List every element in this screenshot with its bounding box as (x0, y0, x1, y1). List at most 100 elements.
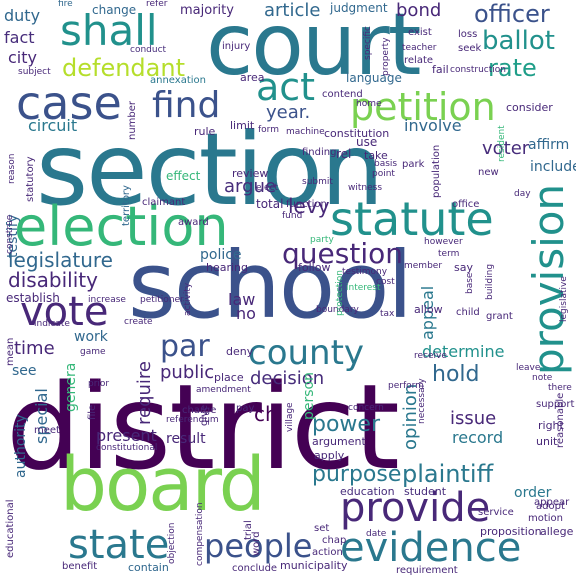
word-child: child (456, 307, 480, 318)
word-referendum: referendum (166, 415, 219, 425)
word-exist: exist (408, 27, 432, 38)
word-consider: consider (506, 101, 553, 114)
word-vote: vote (20, 289, 109, 335)
word-charge: charge (182, 405, 217, 416)
word-people: people (204, 527, 313, 565)
word-number: number (127, 100, 138, 140)
word-change: change (92, 3, 137, 17)
word-tax: tax (380, 309, 395, 319)
word-constitutional: constitutional (96, 443, 158, 453)
word-student: student (404, 485, 447, 498)
word-police: police (200, 247, 242, 263)
word-affirm: affirm (528, 137, 570, 153)
word-grant: grant (486, 311, 513, 322)
word-award: award (178, 217, 209, 228)
word-question: question (282, 237, 403, 270)
word-conclude: conclude (232, 563, 278, 574)
word-include: include (530, 159, 576, 175)
word-say: say (454, 261, 473, 274)
word-game: game (80, 347, 106, 357)
word-annexation: annexation (150, 75, 206, 86)
word-petition: petition (350, 85, 496, 129)
word-fund: fund (282, 211, 303, 221)
word-voter: voter (482, 138, 530, 159)
word-apply: apply (314, 449, 345, 462)
word-claimant: claimant (142, 197, 186, 208)
word-article: article (264, 0, 321, 21)
word-argument: argument (312, 435, 366, 448)
word-unit: unit (536, 435, 558, 448)
word-fire: fire (58, 0, 73, 9)
word-prior: prior (88, 379, 110, 389)
word-board: board (60, 442, 266, 528)
word-city: city (8, 48, 37, 67)
word-benefit: benefit (62, 561, 98, 572)
word-shall: shall (60, 6, 158, 55)
word-area: area (240, 71, 265, 84)
word-resident: resident (497, 125, 507, 162)
word-contend: contend (322, 89, 363, 100)
word-conduct: conduct (130, 45, 167, 55)
word-relate: relate (404, 55, 434, 66)
word-leave: leave (516, 363, 541, 373)
word-public: public (160, 362, 215, 383)
word-authority: authority (13, 414, 29, 478)
word-section: section (36, 111, 384, 228)
word-law: law (228, 290, 256, 309)
word-purpose: purpose (312, 462, 402, 487)
word-finding: finding (302, 147, 337, 158)
word-circuit: circuit (28, 116, 78, 135)
word-function: function (286, 199, 327, 210)
word-education: education (340, 485, 395, 498)
word-fail: fail (432, 63, 449, 76)
word-power: power (312, 412, 380, 437)
word-set: set (314, 523, 330, 534)
word-require: require (134, 361, 155, 425)
word-case: case (16, 76, 122, 130)
word-service: service (478, 507, 514, 518)
word-loss: loss (458, 29, 478, 40)
word-indicate: indicate (34, 319, 70, 329)
word-fact: fact (4, 28, 35, 47)
word-duty: duty (4, 6, 41, 25)
word-hold: hold (432, 362, 480, 387)
word-appear: appear (534, 497, 570, 508)
word-receive: receive (414, 351, 447, 361)
word-property: property (381, 37, 391, 76)
word-district: district (6, 358, 400, 496)
word-no: no (236, 304, 256, 323)
word-act: act (256, 65, 316, 109)
word-territory: territory (121, 185, 132, 226)
word-base: base (465, 272, 475, 294)
word-reasonable: reasonable (555, 392, 566, 448)
word-perform: perform (388, 381, 424, 391)
word-rel: rel (336, 147, 352, 161)
word-create: create (124, 317, 153, 327)
word-result: result (166, 431, 206, 447)
word-support: support (536, 399, 575, 410)
word-follow: follow (298, 261, 331, 274)
word-meet: meet (34, 425, 60, 436)
word-file: file (87, 404, 98, 420)
word-work: work (74, 329, 108, 345)
word-constitution: constitution (324, 127, 390, 140)
word-issue: issue (450, 408, 497, 429)
word-ch: ch (254, 402, 278, 426)
word-concern: concern (348, 403, 384, 413)
word-point: point (372, 169, 395, 179)
word-provide: provide (340, 485, 491, 531)
word-proposition: proposition (480, 525, 542, 538)
word-year: year. (266, 102, 311, 123)
word-ballot: ballot (482, 26, 555, 56)
word-construction: construction (450, 65, 506, 75)
word-adopt: adopt (536, 501, 565, 512)
word-county: county (248, 333, 365, 373)
word-construe: construe (5, 214, 15, 254)
word-rule: rule (194, 125, 216, 138)
word-compensation: compensation (195, 502, 205, 566)
word-machine: machine (286, 127, 325, 137)
word-home: home (356, 99, 382, 109)
word-member: member (404, 261, 443, 271)
word-evidence: evidence (340, 525, 522, 571)
word-find: find (152, 85, 221, 126)
